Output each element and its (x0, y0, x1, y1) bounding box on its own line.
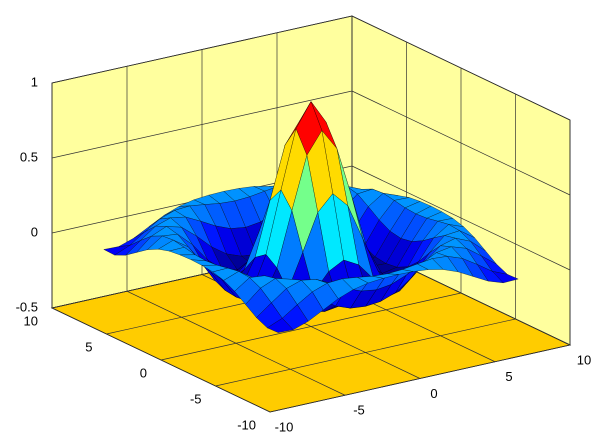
grid-line (51, 15, 353, 84)
grid-line (351, 165, 571, 271)
x-tick-label: 0 (430, 386, 437, 401)
grid-line (351, 15, 571, 121)
x-tick-label: -5 (353, 403, 365, 418)
x-tick-label: -10 (275, 419, 294, 434)
z-tick-label: 0 (31, 224, 38, 239)
grid-line (51, 90, 353, 159)
grid-line (160, 292, 462, 361)
y-tick-label: 5 (85, 339, 92, 354)
z-tick-label: 0.5 (20, 149, 38, 164)
y-tick-label: -5 (190, 391, 202, 406)
y-tick-label: 10 (24, 313, 38, 328)
surface-patch (266, 317, 294, 333)
z-tick-label: -0.5 (16, 299, 38, 314)
grid-line (351, 90, 571, 196)
y-tick-label: 0 (140, 365, 147, 380)
x-tick-label: 10 (577, 352, 591, 367)
grid-line (215, 318, 516, 387)
x-tick-label: 5 (505, 369, 512, 384)
y-tick-label: -10 (237, 417, 256, 432)
grid-line (269, 344, 571, 413)
z-tick-label: 1 (31, 74, 38, 89)
